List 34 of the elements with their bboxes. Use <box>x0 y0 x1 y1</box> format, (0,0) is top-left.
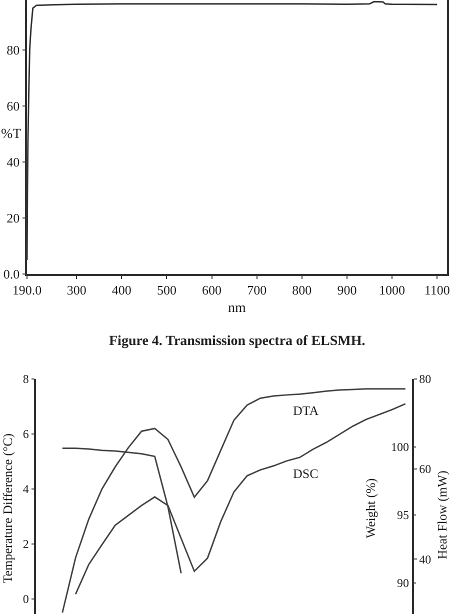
series-label: DTA <box>293 403 320 418</box>
y3-tick-label: 90 <box>397 576 409 590</box>
x-tick-label: 1000 <box>379 282 406 298</box>
x-tick-label: 500 <box>156 282 176 298</box>
y2-tick-label: 40 <box>419 552 432 566</box>
y-tick-label: 6 <box>22 427 29 442</box>
y3-tick-label: 95 <box>397 508 409 522</box>
x-tick-label: 600 <box>202 282 222 298</box>
y-tick-label: 8 <box>22 372 29 386</box>
caption: Figure 4. Transmission spectra of ELSMH. <box>109 334 366 349</box>
x-axis-title: nm <box>228 301 246 316</box>
y-axis-title: %T <box>1 127 22 142</box>
y2-axis-title: Heat Flow (mW) <box>434 470 450 560</box>
y2-tick-label: 60 <box>419 462 432 476</box>
x-tick-label: 800 <box>292 282 312 298</box>
y-tick-label: 80 <box>6 42 20 58</box>
y-tick-label: 20 <box>6 210 20 226</box>
y-tick-label: 40 <box>6 154 20 170</box>
y-tick-label: 2 <box>22 537 29 552</box>
y-tick-label: 60 <box>6 98 20 114</box>
x-tick-label: 1100 <box>424 282 450 298</box>
y-axis-title: Temperature Difference (°C) <box>0 433 15 584</box>
x-tick-label: 700 <box>247 282 267 298</box>
y3-tick-label: 100 <box>391 440 409 454</box>
y-tick-label: 4 <box>22 482 29 496</box>
series-label: DSC <box>293 466 318 481</box>
y3-axis-title: Weight (%) <box>362 478 378 538</box>
x-tick-label: 900 <box>337 282 357 298</box>
x-tick-label: 400 <box>112 282 132 298</box>
x-tick-label: 300 <box>66 282 86 298</box>
y-tick-label: 0.0 <box>3 266 20 282</box>
y2-tick-label: 80 <box>419 372 432 386</box>
y-tick-label: 0 <box>22 592 29 606</box>
x-tick-label: 190.0 <box>12 282 42 298</box>
